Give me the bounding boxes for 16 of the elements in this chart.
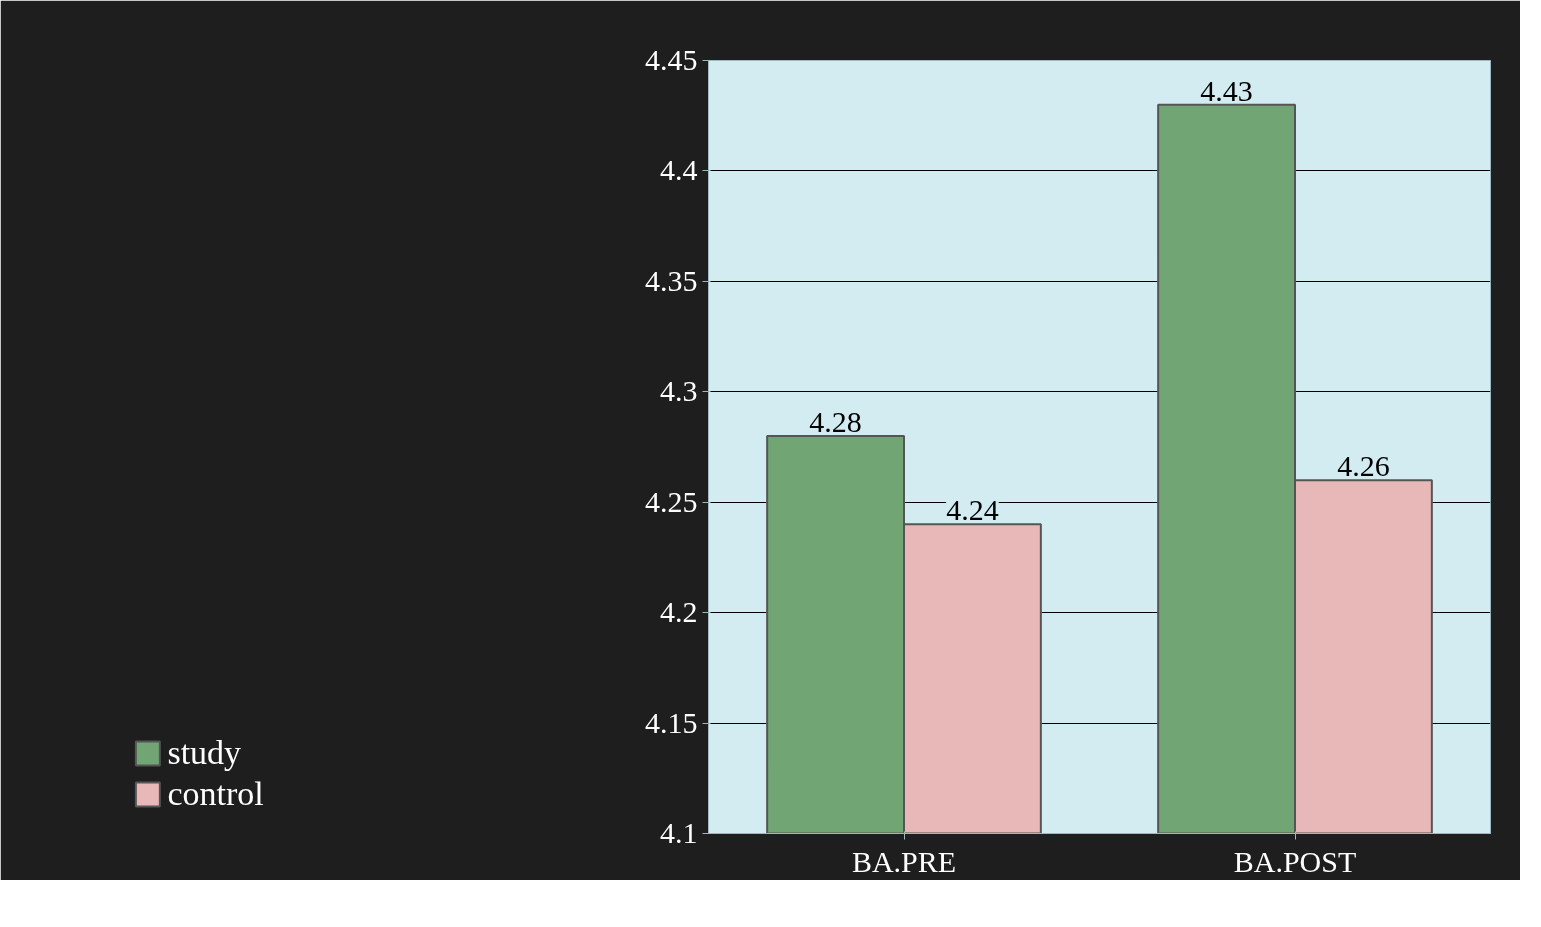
legend-label: study	[167, 734, 242, 772]
data-label: 4.28	[809, 404, 862, 438]
x-tick-label: BA.POST	[1233, 844, 1357, 878]
y-tick-label: 4.35	[645, 263, 698, 297]
y-tick-label: 4.3	[660, 374, 698, 408]
data-label: 4.26	[1337, 449, 1390, 483]
y-tick-label: 4.25	[645, 484, 698, 518]
y-tick-label: 4.15	[645, 705, 698, 739]
y-tick-label: 4.2	[660, 595, 698, 629]
y-tick-label: 4.45	[645, 43, 698, 76]
data-label: 4.24	[946, 493, 999, 527]
data-label: 4.43	[1200, 73, 1253, 107]
y-tick-label: 4.1	[660, 816, 698, 849]
y-tick-label: 4.4	[660, 153, 698, 187]
x-tick-label: BA.PRE	[851, 844, 957, 878]
legend-label: control	[167, 775, 264, 813]
